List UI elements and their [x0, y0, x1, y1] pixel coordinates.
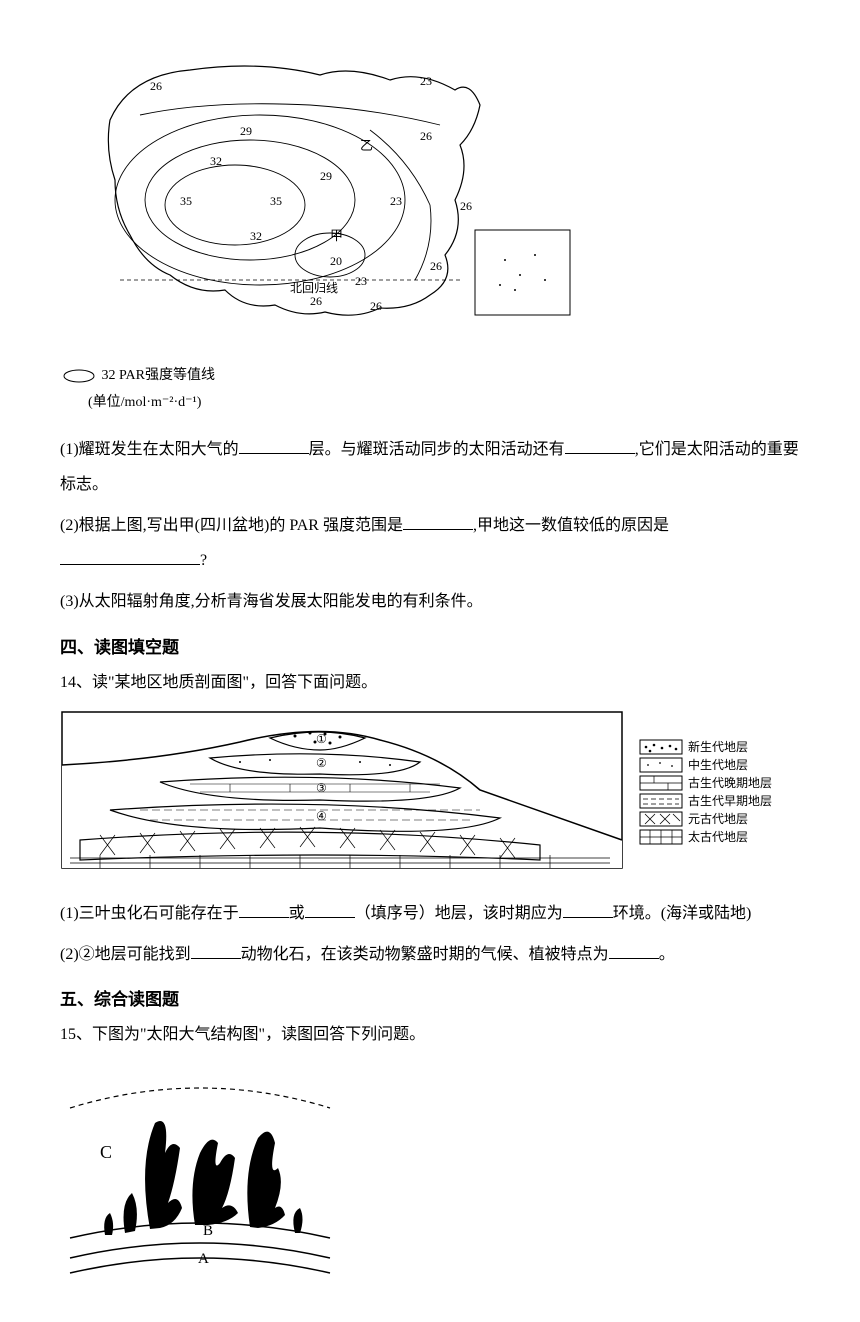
svg-text:中生代地层: 中生代地层: [688, 757, 748, 772]
svg-text:③: ③: [316, 781, 327, 795]
question-1: (1)耀斑发生在太阳大气的层。与耀斑活动同步的太阳活动还有,它们是太阳活动的重要…: [60, 432, 800, 502]
svg-text:①: ①: [316, 732, 327, 746]
sun-atmosphere-diagram: C B A: [60, 1063, 340, 1283]
q2-text-3: ?: [200, 552, 207, 569]
svg-text:26: 26: [150, 79, 162, 93]
svg-text:23: 23: [420, 74, 432, 88]
q14-2-text-3: 。: [659, 946, 675, 963]
map-caption: 32 PAR强度等值线 (单位/mol·m⁻²·d⁻¹): [60, 363, 800, 416]
layer-a-label: A: [198, 1251, 209, 1267]
svg-text:古生代晚期地层: 古生代晚期地层: [688, 775, 772, 790]
unit-label: (单位/mol·m⁻²·d⁻¹): [88, 395, 201, 410]
layer-c-label: C: [100, 1142, 112, 1162]
layer-b-label: B: [203, 1223, 213, 1239]
contour-value-sample: 32: [102, 368, 116, 383]
q14-2-text-1: (2)②地层可能找到: [60, 946, 191, 963]
q3-text: (3)从太阳辐射角度,分析青海省发展太阳能发电的有利条件。: [60, 593, 483, 610]
blank-q14-1-3[interactable]: [563, 898, 613, 917]
strata-diagram: ① ② ③ ④: [60, 710, 800, 870]
q1-text-2: 层。与耀斑活动同步的太阳活动还有: [309, 441, 565, 458]
china-map-svg: 北回归线 26 23 29 26 32 乙 29 35 35 23 26 32 …: [60, 30, 580, 350]
svg-text:32: 32: [250, 229, 262, 243]
svg-text:35: 35: [180, 194, 192, 208]
question-3: (3)从太阳辐射角度,分析青海省发展太阳能发电的有利条件。: [60, 584, 800, 619]
q2-text-2: ,甲地这一数值较低的原因是: [473, 517, 669, 534]
q2-text-1: (2)根据上图,写出甲(四川盆地)的 PAR 强度范围是: [60, 517, 403, 534]
blank-q2-1[interactable]: [403, 511, 473, 530]
svg-text:26: 26: [420, 129, 432, 143]
svg-text:26: 26: [370, 299, 382, 313]
svg-text:29: 29: [320, 169, 332, 183]
q14-1-text-4: 环境。(海洋或陆地): [613, 905, 752, 922]
blank-q14-1-1[interactable]: [239, 898, 289, 917]
svg-text:32: 32: [210, 154, 222, 168]
q14-1-text-3: （填序号）地层，该时期应为: [355, 905, 563, 922]
q14-1-text-1: (1)三叶虫化石可能存在于: [60, 905, 239, 922]
china-par-map-figure: 北回归线 26 23 29 26 32 乙 29 35 35 23 26 32 …: [60, 30, 800, 417]
svg-text:20: 20: [330, 254, 342, 268]
question-2: (2)根据上图,写出甲(四川盆地)的 PAR 强度范围是 ,甲地这一数值较低的原因…: [60, 508, 800, 578]
blank-q14-2-1[interactable]: [191, 940, 241, 959]
section-4-header: 四、读图填空题: [60, 632, 800, 664]
question-14-2: (2)②地层可能找到 动物化石，在该类动物繁盛时期的气候、植被特点为 。: [60, 937, 800, 972]
blank-q14-1-2[interactable]: [305, 898, 355, 917]
section-5-header: 五、综合读图题: [60, 984, 800, 1016]
svg-text:23: 23: [355, 274, 367, 288]
svg-text:古生代早期地层: 古生代早期地层: [688, 793, 772, 808]
svg-text:②: ②: [316, 756, 327, 770]
q14-1-text-2: 或: [289, 905, 305, 922]
svg-text:23: 23: [390, 194, 402, 208]
blank-q1-1[interactable]: [239, 434, 309, 453]
q15-intro: 15、下图为"太阳大气结构图"，读图回答下列问题。: [60, 1020, 800, 1050]
svg-text:新生代地层: 新生代地层: [688, 739, 748, 754]
question-14-1: (1)三叶虫化石可能存在于 或 （填序号）地层，该时期应为 环境。(海洋或陆地): [60, 896, 800, 931]
svg-text:太古代地层: 太古代地层: [688, 829, 748, 844]
svg-text:④: ④: [316, 809, 327, 823]
blank-q14-2-2[interactable]: [609, 940, 659, 959]
svg-text:35: 35: [270, 194, 282, 208]
svg-text:26: 26: [310, 294, 322, 308]
strata-legend: 新生代地层 中生代地层 古生代晚期地层 古生代早期地层 元古代地层 太古代地层: [640, 739, 772, 844]
svg-text:26: 26: [460, 199, 472, 213]
svg-text:乙: 乙: [360, 138, 373, 153]
contour-label: PAR强度等值线: [119, 368, 215, 383]
svg-text:甲: 甲: [330, 228, 343, 243]
q14-2-text-2: 动物化石，在该类动物繁盛时期的气候、植被特点为: [241, 946, 609, 963]
svg-text:29: 29: [240, 124, 252, 138]
blank-q1-2[interactable]: [565, 434, 635, 453]
q14-intro: 14、读"某地区地质剖面图"，回答下面问题。: [60, 668, 800, 698]
q1-text-1: (1)耀斑发生在太阳大气的: [60, 441, 239, 458]
tropic-label: 北回归线: [290, 281, 338, 295]
svg-text:元古代地层: 元古代地层: [688, 811, 748, 826]
blank-q2-2[interactable]: [60, 546, 200, 565]
svg-text:26: 26: [430, 259, 442, 273]
